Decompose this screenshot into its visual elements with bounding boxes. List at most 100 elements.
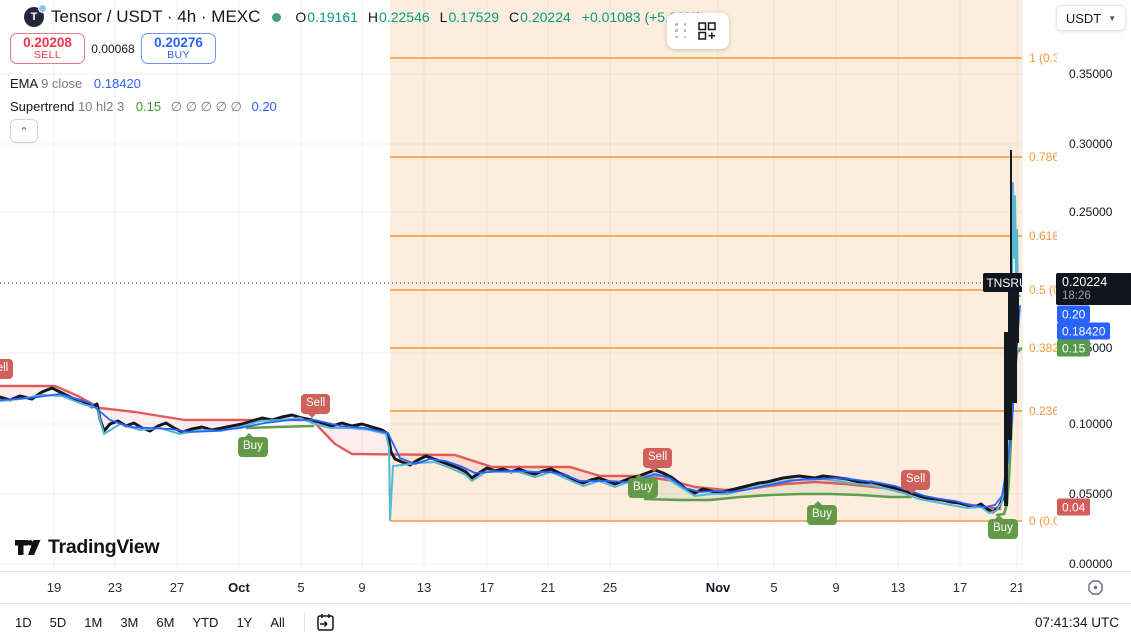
ohlc-key: C <box>509 9 520 25</box>
ohlc-low: 0.17529 <box>448 9 500 25</box>
price-tick: 0.05000 <box>1069 487 1113 501</box>
supertrend-value-green: 0.15 <box>135 99 162 114</box>
buy-signal-label: Buy <box>988 515 1018 539</box>
time-tick[interactable]: 5 <box>297 580 305 595</box>
clock-utc[interactable]: 07:41:34 UTC <box>1034 614 1119 630</box>
divider <box>303 612 305 632</box>
time-tick[interactable]: Oct <box>228 580 250 595</box>
fib-level-label: 0.382 <box>1029 341 1057 355</box>
currency-dropdown[interactable]: USDT ▼ <box>1056 5 1126 31</box>
price-tick: 0.25000 <box>1069 205 1113 219</box>
ohlc-high: 0.22546 <box>379 9 430 25</box>
floating-mini-toolbar <box>667 13 729 49</box>
fib-level-label: 0 (0.0 <box>1029 514 1057 528</box>
ohlc-key: L <box>439 9 448 25</box>
time-tick[interactable]: 5 <box>770 580 778 595</box>
supertrend-line <box>245 424 315 430</box>
buy-signal-label: Buy <box>628 474 658 498</box>
price-chart-canvas <box>0 0 1022 571</box>
tradingview-logo-icon <box>15 540 41 555</box>
time-tick[interactable]: Nov <box>705 580 731 595</box>
supertrend-value-blue: 0.20 <box>251 99 277 114</box>
range-button-5d[interactable]: 5D <box>49 614 67 630</box>
ema-legend[interactable]: EMA 9 close 0.18420 <box>10 76 141 91</box>
fib-level-label: 0.5 (0 <box>1029 283 1057 297</box>
range-button-3m[interactable]: 3M <box>120 614 139 630</box>
range-button-1y[interactable]: 1Y <box>236 614 253 630</box>
time-tick[interactable]: 21 <box>1009 580 1025 595</box>
ohlc-key: H <box>367 9 379 25</box>
time-tick[interactable]: 17 <box>479 580 495 595</box>
price-tick: 0.10000 <box>1069 417 1113 431</box>
ohlc-values: O 0.19161 H 0.22546 L 0.17529 C 0.20224 +0.0… <box>295 9 701 25</box>
fib-level-label: 1 (0.3 <box>1029 51 1057 65</box>
price-axis[interactable]: USDT ▼ 0.20224 18:26 0.35000 0.30000 0.250… <box>1022 0 1131 571</box>
supertrend-line <box>643 492 913 502</box>
price-tick: 0.30000 <box>1069 137 1113 151</box>
layout-grid-icon[interactable] <box>697 21 717 41</box>
buy-button[interactable]: 0.20276 BUY <box>141 33 216 64</box>
price-tick: 0.35000 <box>1069 67 1113 81</box>
sell-signal-label: Sell <box>643 448 673 471</box>
coin-logo-icon: T <box>24 4 47 27</box>
fib-level-label: 0.786 <box>1029 150 1057 164</box>
buy-signal-label: Buy <box>807 501 837 525</box>
time-tick[interactable]: 27 <box>169 580 185 595</box>
candle-bar <box>1016 283 1019 343</box>
ema-value: 0.18420 <box>93 76 141 91</box>
coin-badge-icon <box>38 4 47 13</box>
bar-countdown: 18:26 <box>1062 290 1091 302</box>
sell-signal-label: Sell <box>0 359 14 379</box>
fib-retracement-shading <box>390 0 1022 521</box>
ohlc-close: 0.20224 <box>520 9 571 25</box>
connection-status-dot <box>272 12 282 22</box>
ohlc-key: O <box>295 9 307 25</box>
sell-signal-label: Sell <box>901 470 931 493</box>
range-button-6m[interactable]: 6M <box>156 614 175 630</box>
time-tick[interactable]: 25 <box>602 580 618 595</box>
axis-corner <box>1022 571 1131 603</box>
range-button-1m[interactable]: 1M <box>84 614 103 630</box>
ohlc-open: 0.19161 <box>307 9 358 25</box>
chevron-down-icon: ▼ <box>1108 13 1117 23</box>
supertrend-legend[interactable]: Supertrend 10 hl2 3 0.15 ∅ ∅ ∅ ∅ ∅ 0.20 <box>10 99 277 114</box>
bottom-toolbar: 1D 5D 1M 3M 6M YTD 1Y All 07:41:34 UTC <box>0 603 1131 640</box>
indicator-price-label: 0.04 <box>1057 498 1091 516</box>
indicator-price-label: 0.20 <box>1057 305 1091 323</box>
indicator-price-label: 0.15 <box>1057 339 1091 357</box>
candle-bar <box>1012 283 1017 403</box>
time-tick[interactable]: 9 <box>358 580 366 595</box>
candle-bar <box>1004 332 1008 506</box>
fib-level-label: 0.236 <box>1029 404 1057 418</box>
price-tick: 0.00000 <box>1069 557 1113 571</box>
legend-collapse-button[interactable]: ⌃ <box>10 119 38 143</box>
candle-wick <box>1010 150 1012 285</box>
time-tick[interactable]: 13 <box>416 580 432 595</box>
time-tick[interactable]: 21 <box>540 580 556 595</box>
price-scale-settings-icon[interactable] <box>1087 579 1104 596</box>
time-tick[interactable]: 23 <box>107 580 123 595</box>
sell-button[interactable]: 0.20208 SELL <box>10 33 85 64</box>
time-tick[interactable]: 13 <box>890 580 906 595</box>
range-button-ytd[interactable]: YTD <box>192 614 219 630</box>
range-button-all[interactable]: All <box>270 614 285 630</box>
time-axis[interactable]: 19 23 27 Oct 5 9 13 17 21 25 Nov 5 9 13 17 21 <box>0 571 1025 603</box>
tradingview-logo[interactable]: TradingView <box>14 536 160 559</box>
chart-pane[interactable]: Sell Sell Buy Sell Buy Sell Buy Buy <box>0 0 1022 571</box>
go-to-date-icon[interactable] <box>315 612 336 633</box>
candle-bar <box>1008 288 1012 440</box>
range-buttons: 1D 5D 1M 3M 6M YTD 1Y All <box>6 610 294 635</box>
range-button-1d[interactable]: 1D <box>15 614 32 630</box>
spread-value: 0.00068 <box>91 41 135 56</box>
current-price-label: 0.20224 18:26 <box>1056 273 1131 305</box>
time-tick[interactable]: 19 <box>46 580 62 595</box>
sell-signal-label: Sell <box>301 394 331 417</box>
time-tick[interactable]: 17 <box>952 580 968 595</box>
supertrend-empty-values: ∅ ∅ ∅ ∅ ∅ <box>170 99 242 114</box>
indicator-price-label: 0.18420 <box>1057 322 1111 340</box>
time-tick[interactable]: 9 <box>832 580 840 595</box>
symbol-title[interactable]: Tensor / USDT · 4h · MEXC <box>51 7 261 26</box>
drag-handle-icon[interactable] <box>675 23 689 39</box>
buy-signal-label: Buy <box>238 433 268 457</box>
